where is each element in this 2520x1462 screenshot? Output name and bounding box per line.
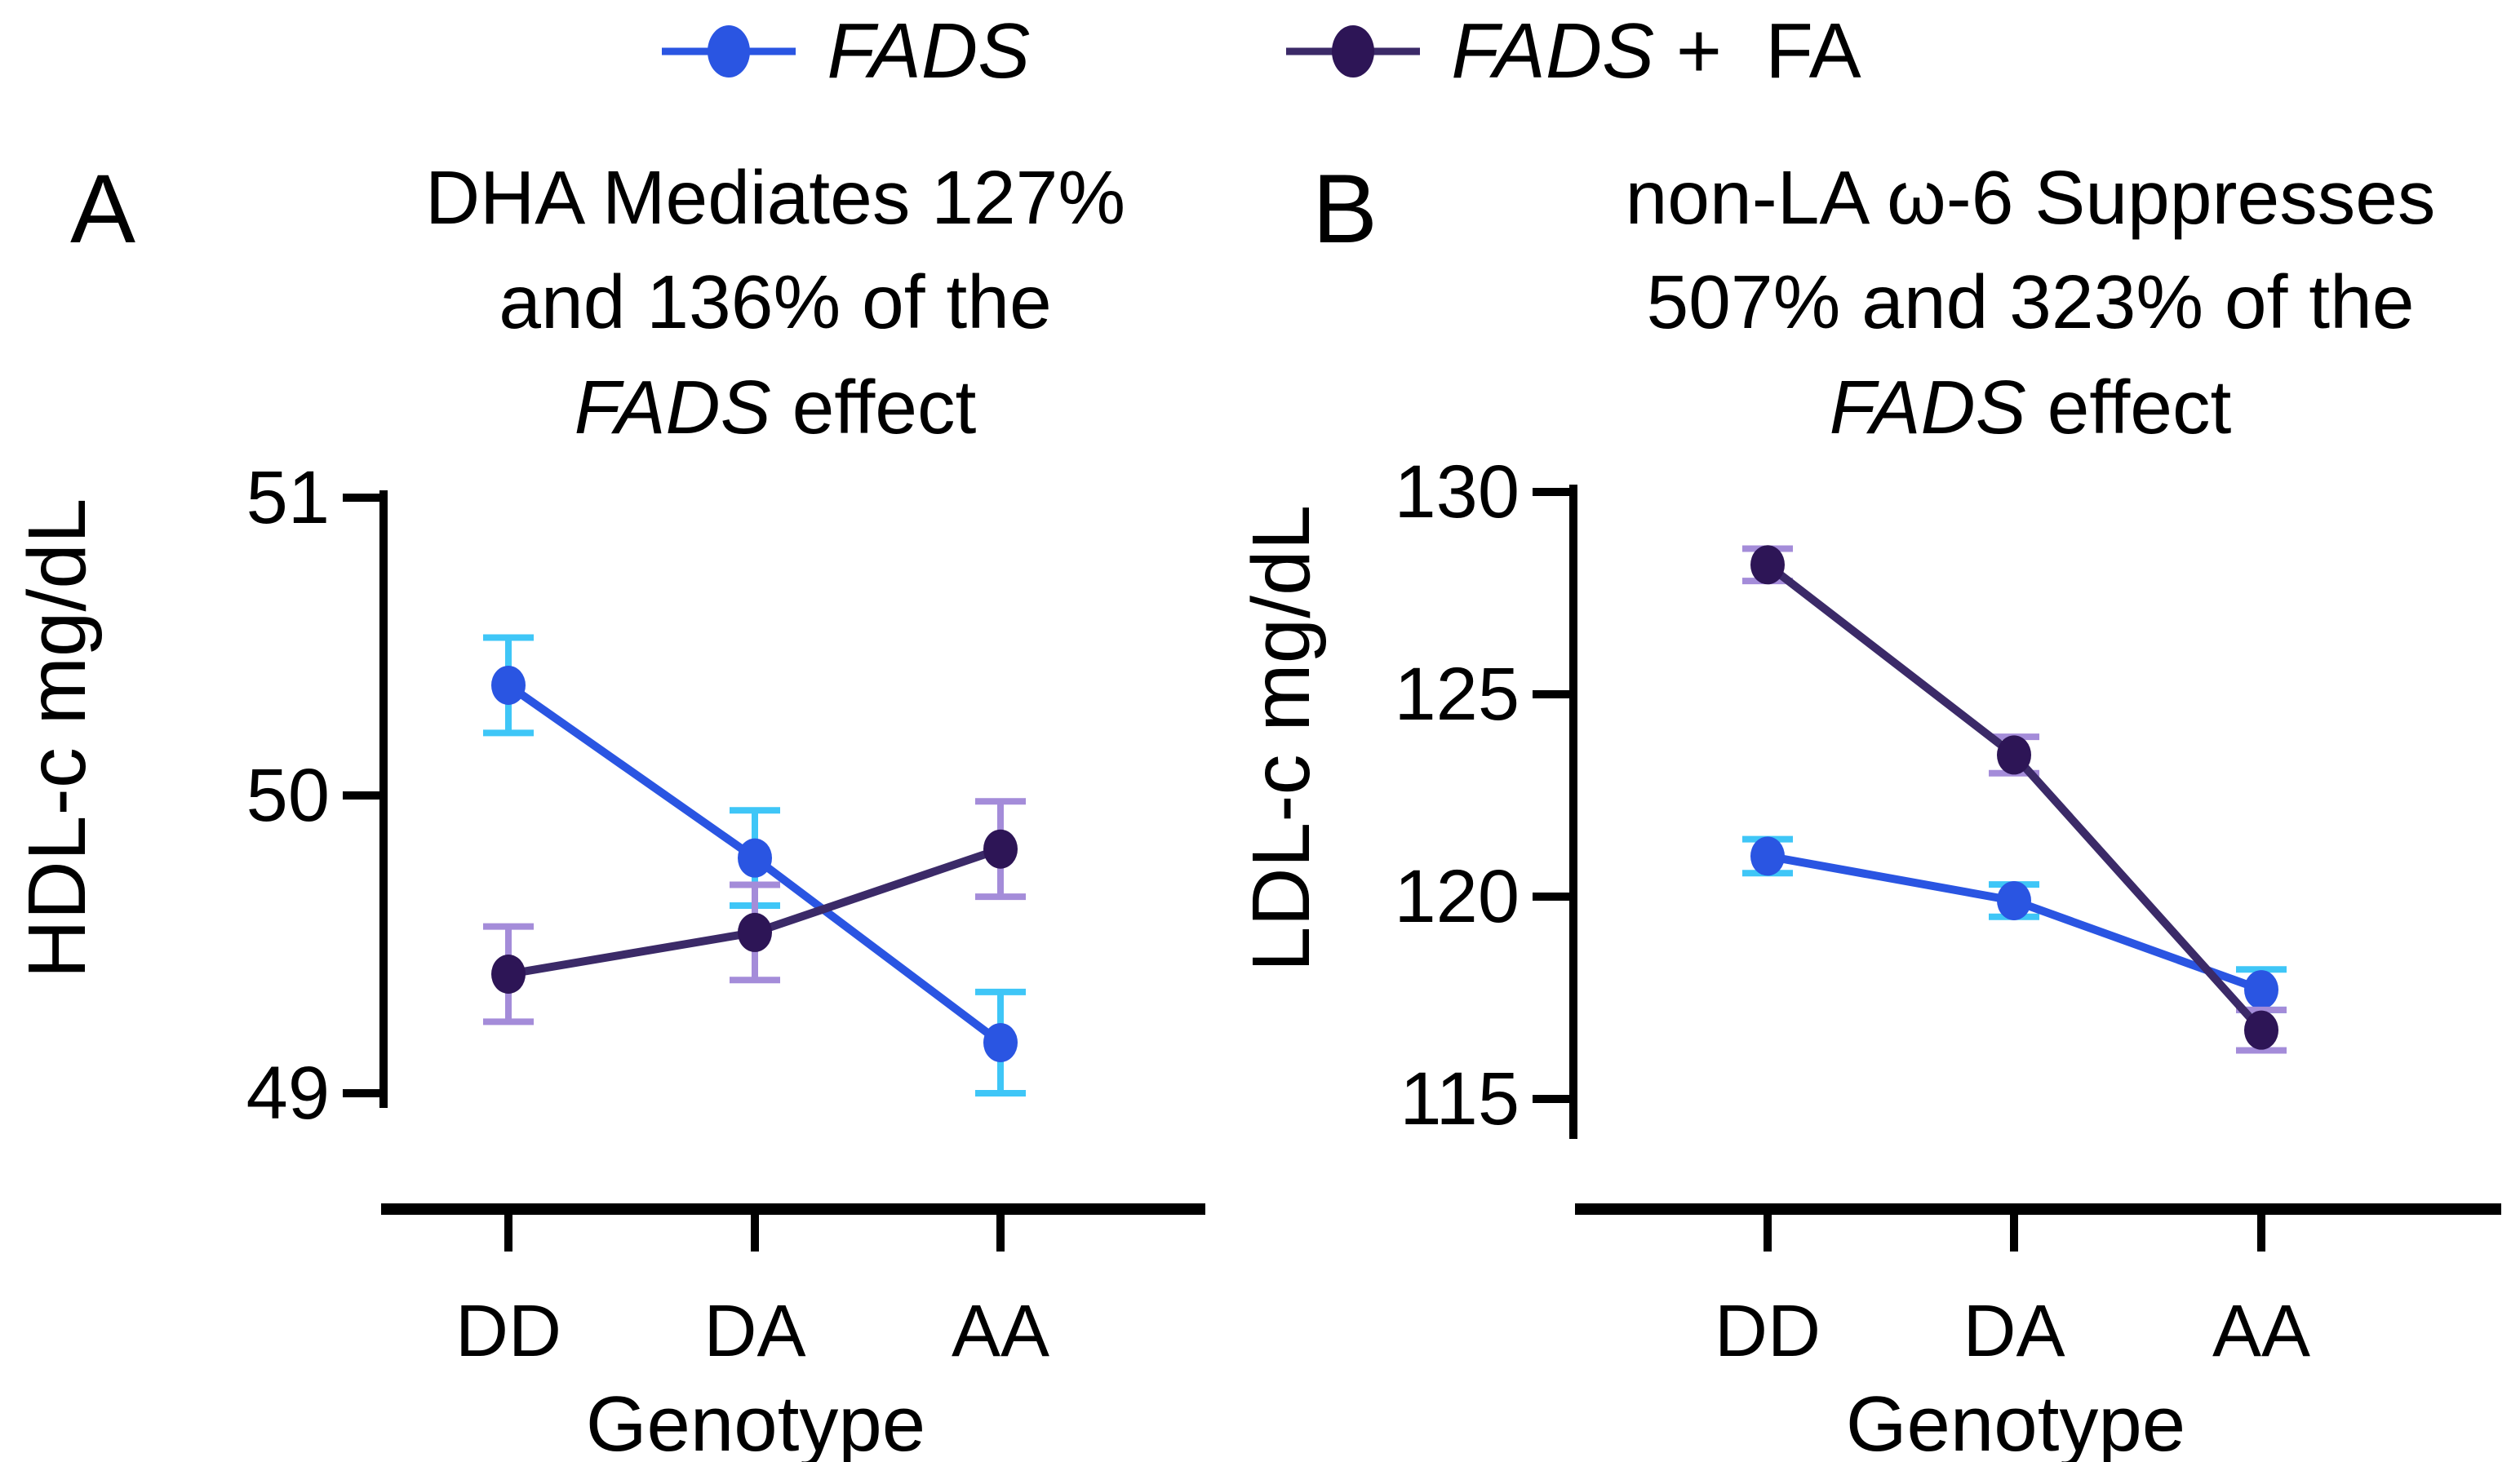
title-line: DHA Mediates 127% [228, 145, 1322, 250]
data-point-fads-da [738, 838, 772, 878]
text-segment: and 136% of the [499, 259, 1052, 345]
data-point-fads-dd [1750, 836, 1785, 876]
y-tick-label: 125 [1395, 653, 1520, 736]
text-segment: + FA [1654, 7, 1861, 95]
text-segment: effect [770, 364, 977, 450]
data-point-fads-fa-dd [491, 955, 526, 994]
text-segment: DHA Mediates 127% [424, 155, 1126, 240]
x-category-label: AA [2212, 1291, 2310, 1372]
data-point-fads-aa [983, 1022, 1018, 1062]
legend-item-fads-plus-fa: FADS + FA [1283, 7, 1861, 96]
legend-marker-icon [662, 25, 796, 78]
legend-item-fads: FADS [659, 7, 1030, 96]
y-tick-label: 49 [246, 1052, 330, 1135]
panel-b-title: non-LA ω-6 Suppresses 507% and 323% of th… [1541, 145, 2520, 459]
y-tick-label: 115 [1400, 1057, 1520, 1141]
x-axis-label: Genotype [1846, 1380, 2185, 1462]
x-category-label: DA [1963, 1291, 2065, 1372]
legend: FADS FADS + FA [0, 7, 2520, 96]
x-category-label: AA [952, 1291, 1049, 1372]
data-point-fads-da [1997, 880, 2031, 920]
title-line: non-LA ω-6 Suppresses [1541, 145, 2520, 250]
title-line: FADS effect [1541, 355, 2520, 459]
legend-label: FADS + FA [1451, 12, 1861, 91]
y-tick-label: 50 [246, 754, 330, 837]
legend-label: FADS [827, 12, 1030, 91]
data-point-fads-fa-da [1997, 735, 2031, 775]
y-tick-label: 130 [1395, 450, 1520, 534]
text-segment: FADS [574, 364, 771, 450]
text-segment: FADS [827, 7, 1031, 95]
title-line: 507% and 323% of the [1541, 250, 2520, 354]
panel-label-b: B [1312, 154, 1378, 264]
legend-marker-icon [1286, 25, 1421, 78]
text-segment: FADS [1451, 7, 1655, 95]
data-point-fads-fa-dd [1750, 545, 1785, 585]
panel-label-a: A [70, 154, 136, 264]
x-category-label: DD [1715, 1291, 1821, 1372]
x-axis-label: Genotype [586, 1380, 925, 1462]
text-segment: FADS [1829, 364, 2026, 450]
y-tick-label: 51 [246, 456, 330, 539]
data-point-fads-fa-da [738, 912, 772, 952]
data-point-fads-aa [2244, 970, 2278, 1010]
text-segment: 507% and 323% of the [1646, 259, 2415, 345]
y-axis-label: LDL-c mg/dL [1236, 505, 1327, 972]
x-category-label: DA [703, 1291, 805, 1372]
y-tick-label: 120 [1395, 855, 1520, 938]
y-axis-label: HDL-c mg/dL [11, 498, 103, 978]
data-point-fads-fa-aa [2244, 1010, 2278, 1050]
title-line: FADS effect [228, 355, 1322, 459]
data-point-fads-dd [491, 665, 526, 705]
x-category-label: DD [455, 1291, 561, 1372]
text-segment: effect [2025, 364, 2232, 450]
panel-a-title: DHA Mediates 127% and 136% of the FADS eff… [228, 145, 1322, 459]
series-line [1767, 852, 2263, 994]
text-segment: non-LA ω-6 Suppresses [1625, 155, 2436, 240]
title-line: and 136% of the [228, 250, 1322, 354]
data-point-fads-fa-aa [983, 829, 1018, 869]
